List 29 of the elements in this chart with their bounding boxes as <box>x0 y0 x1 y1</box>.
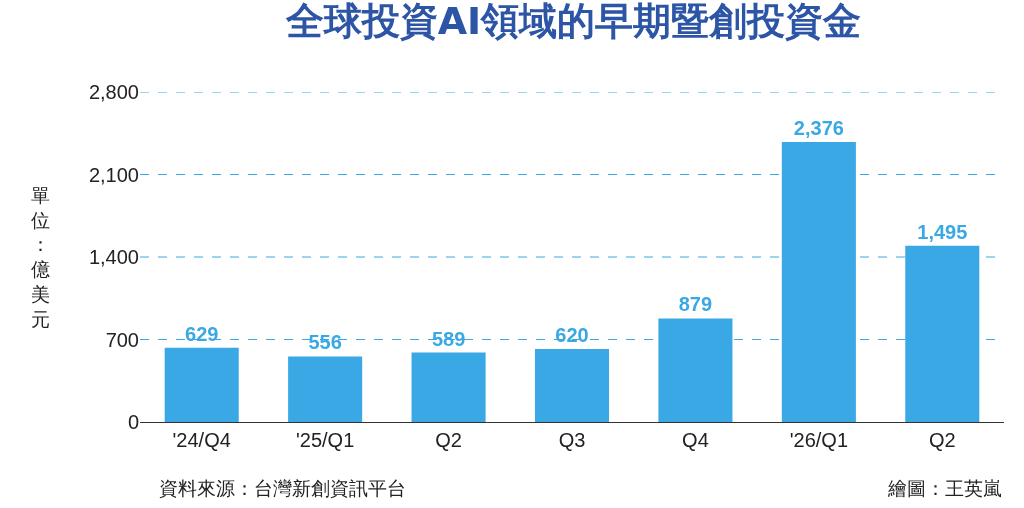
bar <box>781 141 856 422</box>
bar <box>164 347 239 422</box>
data-label: 620 <box>555 323 589 346</box>
x-tick-label: Q2 <box>928 429 956 451</box>
data-label: 589 <box>431 327 466 350</box>
bar <box>288 356 363 422</box>
data-label: 1,495 <box>917 220 968 243</box>
text: 繪圖：王英嵐 <box>887 477 1002 499</box>
data-label: 556 <box>308 331 342 354</box>
chart-title: 全球投資AI領域的早期暨創投資金 <box>284 0 862 44</box>
y-tick-label: 0 <box>127 411 139 433</box>
y-tick-label: 2,800 <box>88 81 139 103</box>
x-tick-label: '25/Q1 <box>295 429 355 451</box>
x-tick-label: '24/Q4 <box>172 429 231 451</box>
data-label: 629 <box>185 322 219 345</box>
source-note: 資料來源：台灣新創資訊平台 <box>159 477 406 499</box>
data-label: 879 <box>678 293 713 316</box>
y-tick-label: 2,100 <box>88 163 139 186</box>
x-tick-label: Q4 <box>682 429 709 451</box>
y-tick-label: 700 <box>105 328 139 351</box>
bar <box>411 352 486 422</box>
y-axis-title: 單位：億美元 <box>31 184 50 330</box>
bar <box>534 348 610 422</box>
x-tick-label: Q3 <box>558 429 586 451</box>
x-tick-label: '26/Q1 <box>789 429 849 451</box>
data-label: 2,376 <box>793 116 844 139</box>
y-tick-label: 1,400 <box>88 246 139 268</box>
x-tick-label: Q2 <box>435 429 462 451</box>
bar <box>658 318 733 422</box>
